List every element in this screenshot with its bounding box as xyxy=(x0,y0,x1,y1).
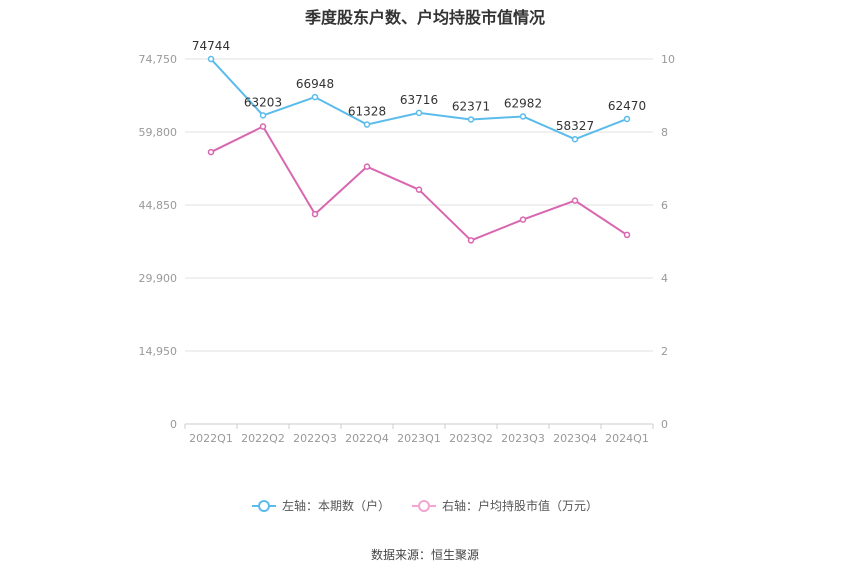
legend-left-label: 左轴：本期数（户） xyxy=(281,499,390,513)
data-labels: 74744 63203 66948 61328 63716 62371 62982 58327… xyxy=(192,39,646,133)
legend-right-label: 右轴：户均持股市值（万元） xyxy=(442,499,599,513)
legend-item-left[interactable]: 左轴：本期数（户） xyxy=(251,497,390,514)
series-left-point xyxy=(467,116,475,123)
x-tick-label: 2023Q3 xyxy=(501,432,545,445)
series-right-point xyxy=(571,197,579,204)
series-left-point xyxy=(623,115,631,123)
series-lines xyxy=(207,55,631,244)
data-label: 58327 xyxy=(556,119,594,133)
y-left-tick-label: 44,850 xyxy=(139,199,178,212)
data-label: 62371 xyxy=(452,99,490,113)
y-right-tick-label: 6 xyxy=(661,199,668,212)
legend: 左轴：本期数（户） 右轴：户均持股市值（万元） xyxy=(0,497,850,514)
y-right-tick-label: 10 xyxy=(661,53,675,66)
series-left-point xyxy=(363,121,371,128)
data-label: 74744 xyxy=(192,39,230,53)
data-label: 61328 xyxy=(348,105,386,119)
series-left-point xyxy=(415,109,423,117)
y-left-tick-label: 29,900 xyxy=(139,272,178,285)
y-right-tick-label: 2 xyxy=(661,345,668,358)
x-tick-label: 2023Q1 xyxy=(397,432,441,445)
series-right-point xyxy=(415,186,423,193)
series-right-line xyxy=(210,125,628,242)
y-left-tick-label: 0 xyxy=(170,418,177,431)
x-tick-label: 2022Q1 xyxy=(189,432,233,445)
y-left-tick-label: 74,750 xyxy=(139,53,178,66)
x-tick-label: 2023Q4 xyxy=(553,432,597,445)
data-label: 62470 xyxy=(608,99,646,113)
x-tick-label: 2022Q3 xyxy=(293,432,337,445)
series-right-point xyxy=(623,231,631,239)
series-right-point xyxy=(259,123,267,130)
y-right-tick-label: 8 xyxy=(661,126,668,139)
series-left-point xyxy=(571,135,579,143)
series-left-point xyxy=(519,113,527,120)
chart-title: 季度股东户数、户均持股市值情况 xyxy=(304,8,545,27)
data-label: 66948 xyxy=(296,77,334,91)
series-right-point xyxy=(467,237,475,244)
x-tick-label: 2024Q1 xyxy=(605,432,649,445)
series-left-point xyxy=(311,93,319,101)
legend-item-right[interactable]: 右轴：户均持股市值（万元） xyxy=(412,497,598,514)
axes: 0 0 14,950 2 29,900 4 44,850 6 59,800 8 74,750 10 20… xyxy=(139,53,676,445)
legend-left-marker-icon xyxy=(251,499,276,512)
x-tick-label: 2022Q4 xyxy=(345,432,389,445)
data-label: 62982 xyxy=(504,96,542,110)
source-text: 数据来源：恒生聚源 xyxy=(370,548,479,562)
series-left-point xyxy=(207,55,215,63)
y-right-tick-label: 0 xyxy=(661,418,668,431)
data-label: 63203 xyxy=(244,95,282,109)
series-left-point xyxy=(259,112,267,119)
series-right-point xyxy=(207,148,215,156)
y-left-tick-label: 14,950 xyxy=(139,345,178,358)
y-right-tick-label: 4 xyxy=(661,272,668,285)
data-label: 63716 xyxy=(400,93,438,107)
series-right-point xyxy=(363,163,371,170)
series-right-point xyxy=(311,210,319,218)
series-right-point xyxy=(519,216,527,223)
y-left-tick-label: 59,800 xyxy=(139,126,178,139)
x-tick-label: 2022Q2 xyxy=(241,432,285,445)
legend-right-marker-icon xyxy=(412,499,436,512)
x-tick-label: 2023Q2 xyxy=(449,432,493,445)
